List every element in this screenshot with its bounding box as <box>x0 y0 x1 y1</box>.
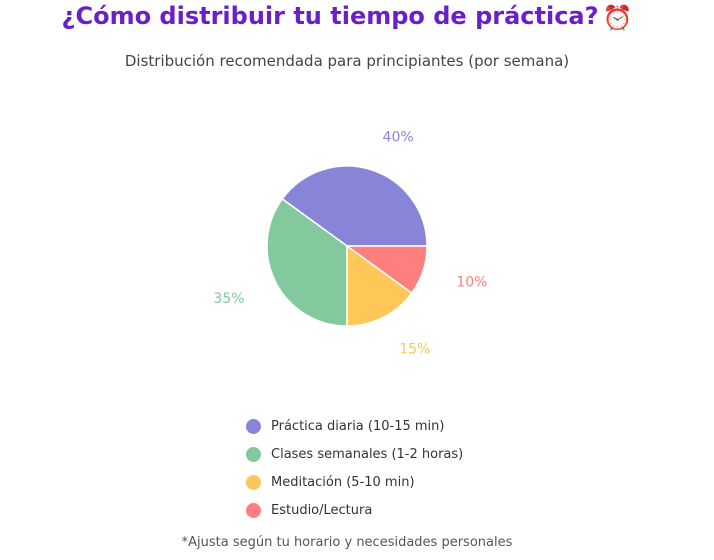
pie-slice-meditacion[interactable] <box>346 244 413 327</box>
legend-item-meditacion[interactable]: Meditación (5-10 min) <box>246 468 463 496</box>
pie-label-estudio: 10% <box>456 275 487 291</box>
legend-label: Estudio/Lectura <box>271 502 373 518</box>
legend-item-estudio[interactable]: Estudio/Lectura <box>246 496 463 524</box>
pie-chart: 40% 35% 15% 10% <box>213 130 487 358</box>
legend-label: Práctica diaria (10-15 min) <box>271 418 445 434</box>
legend-item-practica[interactable]: Práctica diaria (10-15 min) <box>246 412 463 440</box>
legend-swatch <box>246 418 261 434</box>
legend-label: Meditación (5-10 min) <box>271 474 415 490</box>
chart-legend: Práctica diaria (10-15 min) Clases seman… <box>246 412 463 524</box>
title-text: ¿Cómo distribuir tu tiempo de práctica? <box>61 2 599 30</box>
legend-swatch <box>246 474 261 490</box>
footnote: *Ajusta según tu horario y necesidades p… <box>181 535 513 550</box>
legend-swatch <box>246 502 261 518</box>
pie-slice-estudio[interactable] <box>344 245 428 295</box>
legend-label: Clases semanales (1-2 horas) <box>271 446 464 462</box>
alarm-clock-icon: ⏰ <box>602 4 633 32</box>
legend-item-clases[interactable]: Clases semanales (1-2 horas) <box>246 440 463 468</box>
pie-slice-practica[interactable] <box>281 165 428 247</box>
pie-label-practica: 40% <box>383 130 414 146</box>
legend-swatch <box>246 446 261 462</box>
chart-subtitle: Distribución recomendada para principian… <box>124 52 570 70</box>
pie-label-meditacion: 15% <box>399 341 430 357</box>
pie-slice-clases[interactable] <box>266 197 348 327</box>
page-title: ¿Cómo distribuir tu tiempo de práctica? ⏰ <box>0 2 694 32</box>
pie-label-clases: 35% <box>213 291 244 307</box>
